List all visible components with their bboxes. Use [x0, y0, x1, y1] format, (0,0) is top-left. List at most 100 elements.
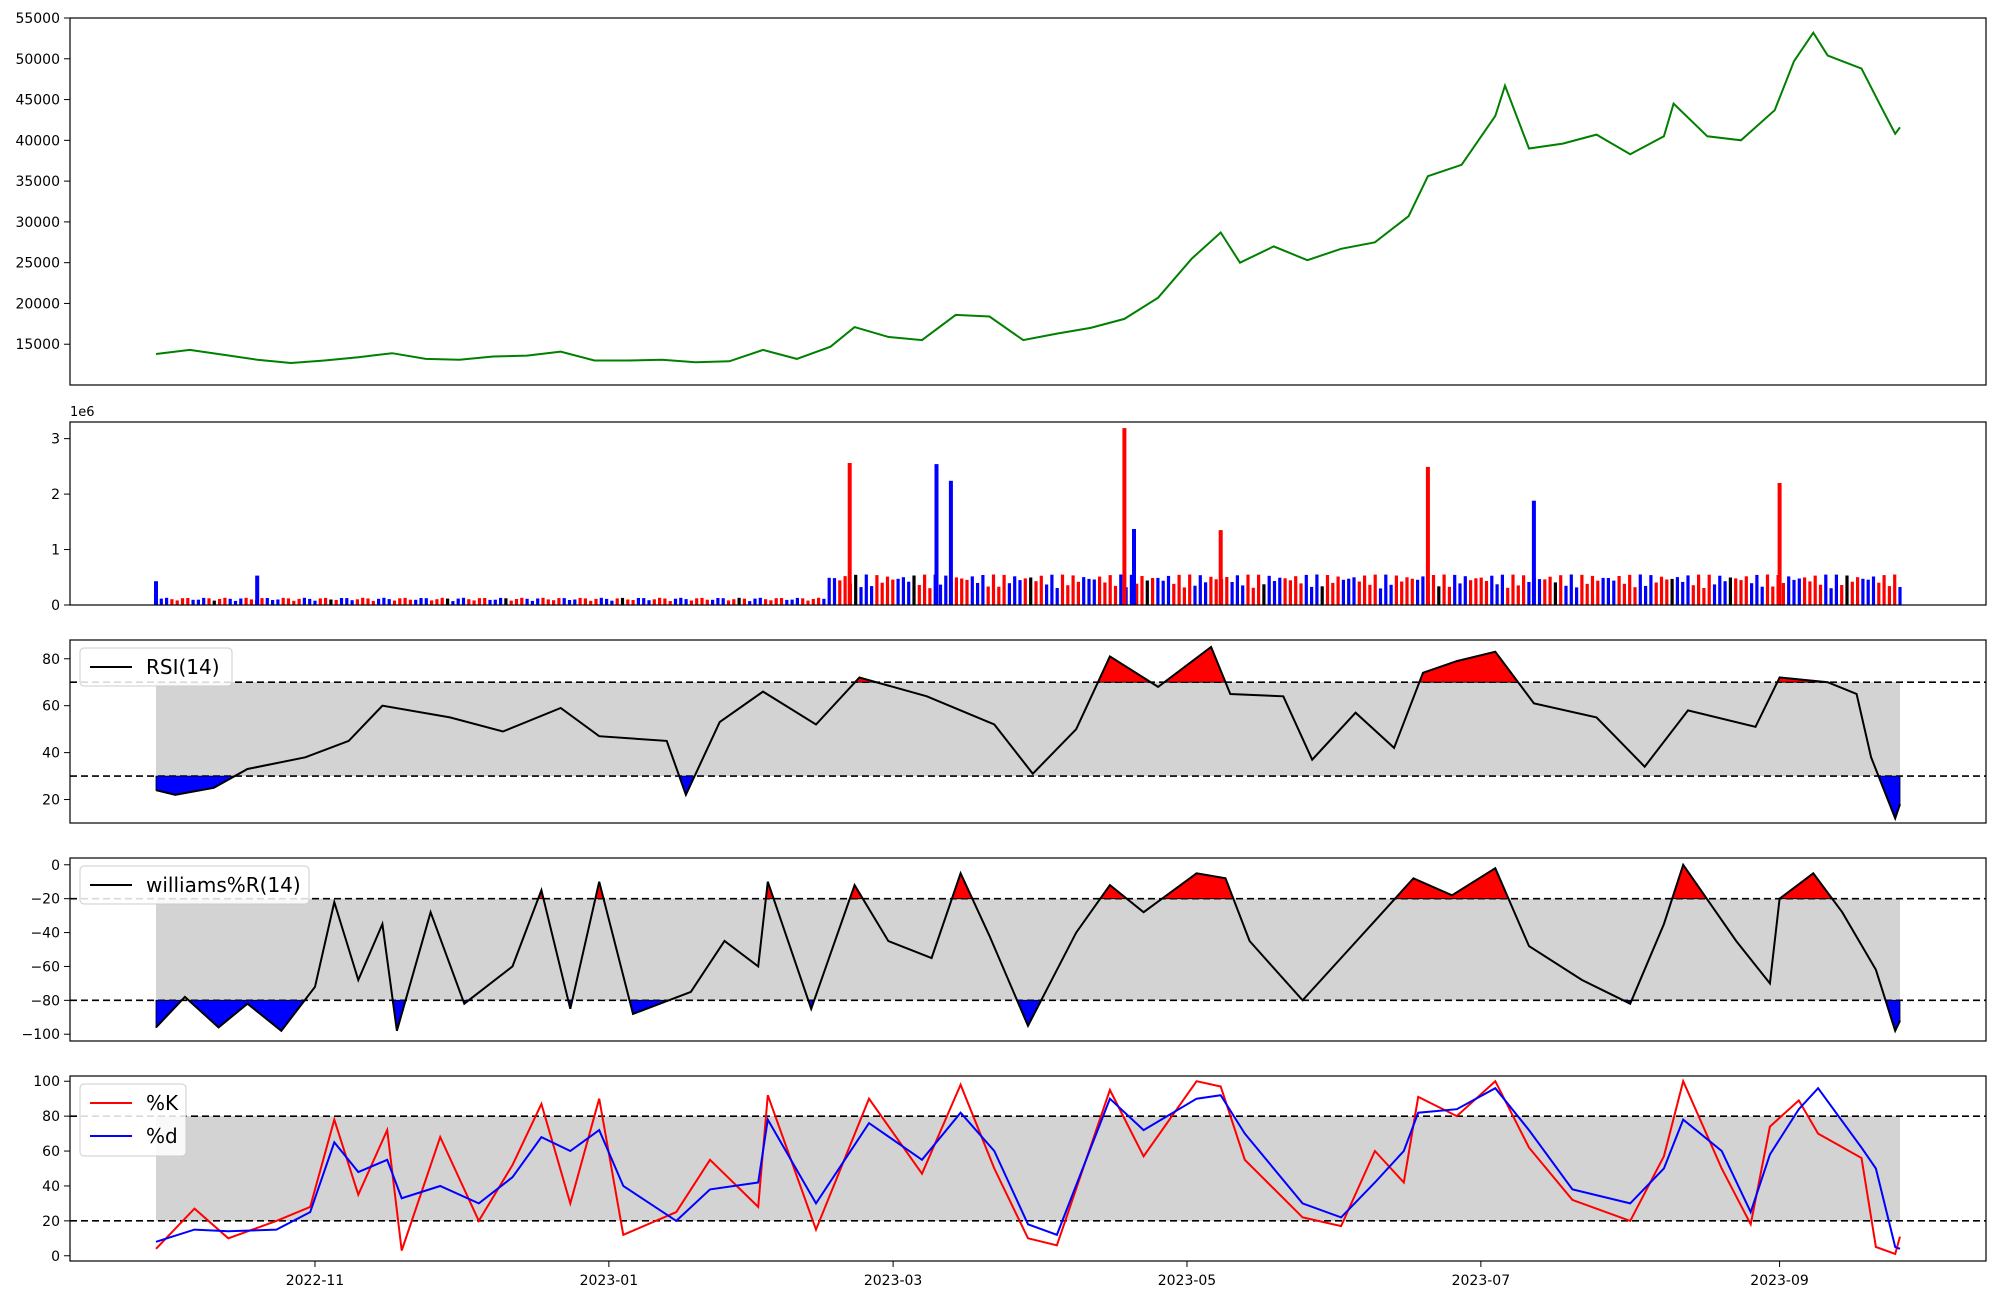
volume-bar — [446, 598, 450, 605]
volume-bar — [1765, 574, 1770, 605]
volume-bar — [1490, 575, 1494, 605]
volume-bar — [811, 599, 815, 605]
price-line — [155, 30, 1901, 365]
volume-bar — [1739, 580, 1743, 605]
volume-bar — [912, 575, 916, 605]
volume-bar — [620, 597, 625, 605]
volume-bar — [302, 597, 306, 605]
volume-bar — [1596, 580, 1600, 605]
volume-bar — [705, 599, 709, 605]
volume-bar — [1840, 585, 1844, 605]
volume-bar — [695, 598, 699, 605]
volume-bar — [981, 575, 985, 605]
volume-bar — [1516, 585, 1520, 605]
price-ytick-label: 40000 — [15, 133, 60, 149]
volume-bar — [1092, 579, 1096, 605]
volume-bar — [907, 581, 911, 605]
volume-bar — [642, 598, 646, 605]
volume-bar — [1845, 575, 1849, 605]
volume-bar — [1103, 582, 1107, 605]
price-ytick-label: 30000 — [15, 215, 60, 231]
volume-peak-bar — [1425, 466, 1430, 605]
rsi-ytick-label: 60 — [42, 699, 60, 715]
volume-bar — [1781, 583, 1785, 605]
volume-bar — [1522, 575, 1526, 605]
volume-bar — [1824, 574, 1828, 605]
volume-bar — [1098, 576, 1102, 605]
volume-bar — [562, 598, 566, 605]
volume-bar — [1151, 578, 1155, 605]
volume-bar — [419, 598, 423, 605]
xtick-label: 2023-01 — [580, 1273, 639, 1289]
volume-bar — [1029, 577, 1033, 605]
volume-bar — [509, 600, 513, 605]
volume-bar — [1304, 574, 1308, 605]
volume-bar — [1034, 581, 1038, 605]
volume-bar — [1644, 585, 1648, 605]
volume-bar — [1225, 577, 1229, 605]
volume-bar — [461, 597, 466, 605]
volume-bar — [1803, 577, 1807, 605]
volume-bar — [392, 600, 397, 605]
volume-peak-bar — [1122, 428, 1127, 605]
volume-bar — [1272, 581, 1277, 605]
rsi-axes-frame — [69, 639, 1987, 824]
volume-bar — [1060, 574, 1065, 605]
volume-bar — [350, 600, 354, 605]
volume-bar — [281, 597, 285, 605]
volume-peak-bar — [1531, 500, 1536, 605]
volume-bar — [1506, 587, 1510, 605]
volume-bar — [1156, 577, 1160, 605]
volume-bar — [1453, 574, 1457, 605]
volume-bar — [785, 599, 789, 605]
volume-bar — [387, 599, 391, 605]
volume-bar — [1378, 588, 1383, 605]
volume-bar — [1431, 575, 1436, 605]
volume-bar — [398, 598, 402, 605]
price-axes-frame — [69, 17, 1987, 386]
volume-bar — [1797, 578, 1801, 605]
volume-bar — [1760, 586, 1764, 605]
volume-bar — [1262, 584, 1266, 605]
volume-bar — [1681, 581, 1685, 605]
volume-bar — [753, 598, 757, 605]
volume-bar — [313, 600, 317, 605]
volume-bar — [790, 599, 794, 605]
volume-bar — [324, 597, 328, 605]
volume-bar — [1850, 581, 1854, 605]
stochastic-ytick-label: 20 — [42, 1214, 60, 1230]
volume-bar — [1336, 576, 1340, 605]
volume-bar — [1368, 584, 1372, 605]
volume-bar — [1734, 578, 1738, 605]
volume-bar — [1511, 574, 1515, 605]
volume-bar — [1633, 587, 1637, 605]
volume-bar — [1898, 587, 1902, 605]
rsi-line — [155, 645, 1901, 822]
volume-bar — [684, 599, 688, 605]
volume-bar — [986, 586, 990, 605]
volume-bar — [196, 599, 200, 605]
volume-bar — [991, 574, 996, 605]
volume-peak-bar — [1218, 530, 1223, 605]
volume-ytick-label: 2 — [51, 487, 60, 503]
volume-bar — [870, 586, 874, 605]
volume-bar — [954, 577, 958, 605]
volume-bar — [504, 598, 508, 605]
volume-bar — [1871, 576, 1876, 605]
volume-bar — [1299, 583, 1303, 605]
volume-bar — [541, 597, 545, 605]
rsi-band — [156, 682, 1900, 777]
volume-bar — [318, 598, 322, 605]
stochastic-ytick-label: 80 — [42, 1109, 60, 1125]
volume-bar — [1294, 576, 1298, 605]
price-ytick-label: 50000 — [15, 52, 60, 68]
volume-bar — [1712, 584, 1717, 605]
williams-legend-box — [79, 865, 310, 905]
williams-band — [156, 898, 1900, 1001]
volume-bar — [801, 598, 805, 605]
volume-bar — [583, 598, 587, 605]
price-ytick-label: 55000 — [15, 11, 60, 27]
volume-bar — [329, 599, 333, 605]
volume-bar — [1140, 576, 1144, 605]
